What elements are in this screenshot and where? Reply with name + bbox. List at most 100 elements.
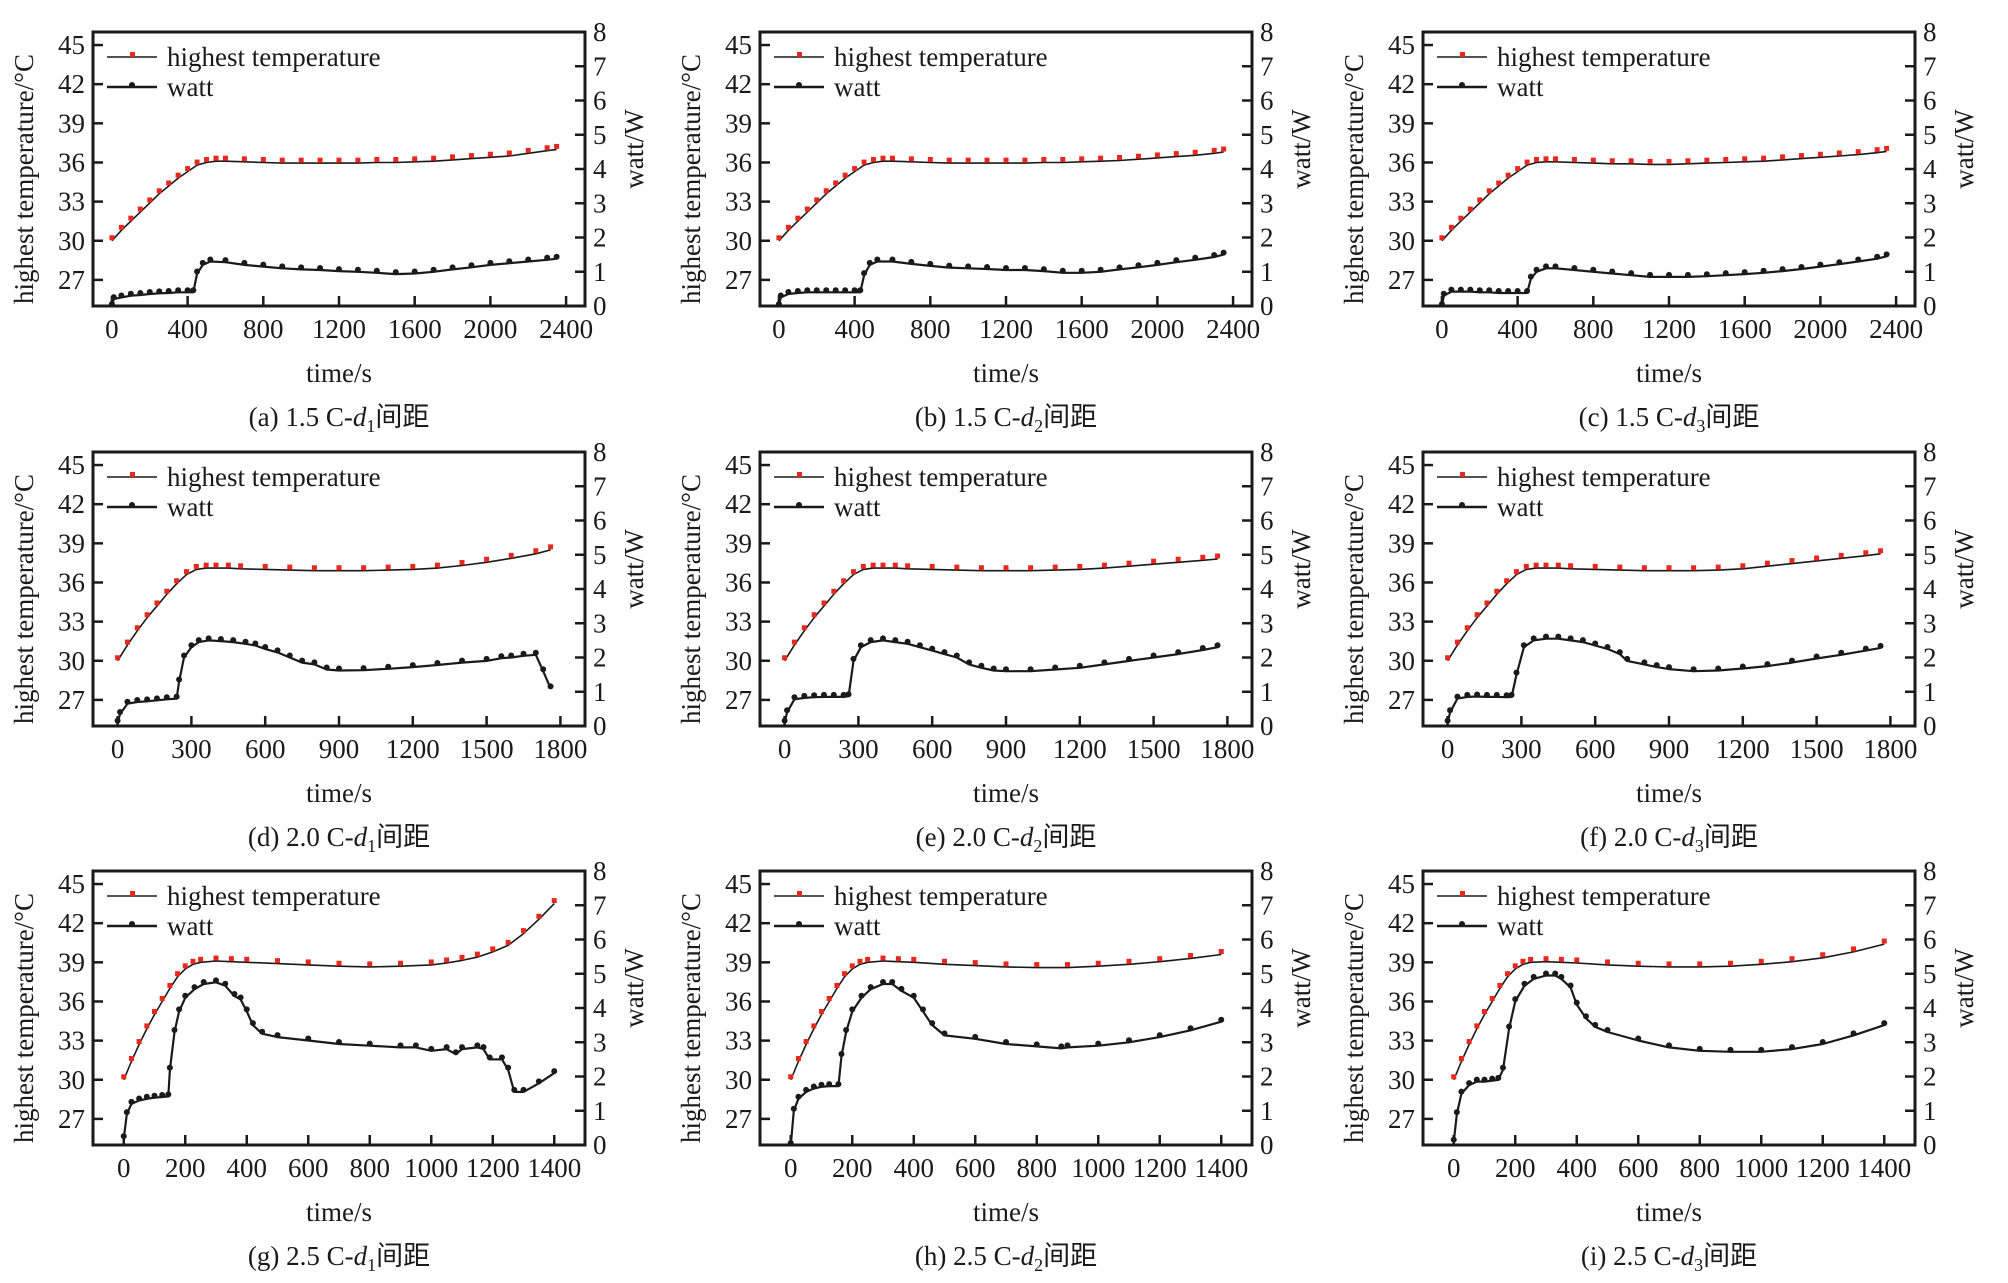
y-left-tick-label: 33 (1388, 187, 1415, 217)
caption-subscript: 1 (366, 416, 375, 436)
y-left-tick-label: 42 (58, 489, 85, 519)
temperature-point (1836, 150, 1842, 156)
temperature-point (1448, 224, 1454, 230)
legend-label-watt: watt (167, 492, 214, 522)
watt-point (1440, 290, 1447, 297)
caption-subscript: 3 (1694, 1255, 1703, 1275)
y-left-axis-title: highest temperature/°C (1339, 474, 1369, 724)
watt-point (1095, 1040, 1102, 1047)
watt-point (892, 637, 899, 644)
watt-point (127, 290, 134, 297)
x-axis-title: time/s (973, 358, 1039, 388)
watt-point (449, 264, 456, 271)
watt-point (1027, 666, 1034, 673)
y-left-tick-label: 36 (58, 567, 85, 597)
x-tick-label: 600 (1618, 1153, 1659, 1183)
temperature-point (1474, 612, 1480, 618)
temperature-point (954, 564, 960, 570)
legend-temperature-marker (797, 52, 802, 57)
watt-point (505, 1064, 512, 1071)
watt-point (843, 1026, 850, 1033)
y-right-tick-label: 5 (1923, 540, 1937, 570)
temperature-point (1098, 155, 1104, 161)
temperature-point (115, 655, 121, 661)
x-tick-label: 1400 (527, 1153, 581, 1183)
temperature-point (444, 957, 450, 963)
temperature-point (551, 898, 557, 904)
y-left-tick-label: 33 (1388, 1026, 1415, 1056)
watt-point (990, 665, 997, 672)
y-right-tick-label: 5 (593, 540, 607, 570)
watt-point (826, 1081, 833, 1088)
watt-point (1635, 1035, 1642, 1042)
temperature-point (262, 563, 268, 569)
y-left-tick-label: 36 (58, 986, 85, 1016)
temperature-point (1666, 961, 1672, 967)
watt-point (1175, 649, 1182, 656)
temperature-point (1609, 158, 1615, 164)
watt-point (820, 691, 827, 698)
watt-point (795, 1093, 802, 1100)
watt-point (163, 694, 170, 701)
y-right-tick-label: 4 (1260, 993, 1274, 1023)
y-right-tick-label: 4 (593, 154, 607, 184)
temperature-point (193, 563, 199, 569)
y-left-tick-label: 39 (58, 108, 85, 138)
y-right-tick-label: 8 (1923, 856, 1937, 886)
y-left-tick-label: 42 (58, 69, 85, 99)
watt-point (1040, 266, 1047, 273)
watt-point (874, 256, 881, 263)
temperature-point (128, 1055, 134, 1061)
temperature-line (790, 953, 1222, 1081)
watt-point (1881, 1020, 1888, 1027)
y-right-tick-label: 5 (1260, 120, 1274, 150)
temperature-point (1780, 154, 1786, 160)
watt-point (835, 1081, 842, 1088)
legend-label-watt: watt (834, 911, 881, 941)
temperature-point (225, 562, 231, 568)
temperature-point (1820, 952, 1826, 958)
y-left-tick-label: 45 (725, 869, 752, 899)
temperature-point (174, 578, 180, 584)
y-right-tick-label: 7 (1923, 890, 1937, 920)
watt-point (858, 992, 865, 999)
watt-point (532, 649, 539, 656)
watt-point (1508, 691, 1515, 698)
y-right-tick-label: 1 (593, 257, 607, 287)
x-tick-label: 1000 (1734, 1153, 1788, 1183)
watt-point (1003, 666, 1009, 673)
watt-point (1527, 273, 1534, 280)
legend-label-temperature: highest temperature (167, 881, 381, 911)
watt-point (1521, 980, 1528, 987)
y-left-tick-label: 42 (725, 908, 752, 938)
watt-point (1483, 691, 1490, 698)
temperature-point (1458, 215, 1464, 221)
temperature-point (548, 544, 554, 550)
watt-point (498, 1054, 505, 1061)
watt-point (323, 664, 330, 671)
y-right-tick-label: 6 (1260, 925, 1274, 955)
watt-point (123, 1109, 130, 1116)
watt-point (114, 717, 121, 724)
legend-watt-marker (129, 82, 135, 88)
x-tick-label: 1200 (1796, 1153, 1850, 1183)
x-tick-label: 600 (1575, 734, 1616, 764)
x-tick-label: 900 (319, 734, 360, 764)
watt-point (898, 985, 905, 992)
temperature-point (1451, 1074, 1457, 1080)
watt-point (199, 259, 206, 266)
temperature-point (911, 956, 917, 962)
temperature-point (1552, 156, 1558, 162)
watt-point (1543, 970, 1549, 977)
y-right-tick-label: 8 (593, 17, 607, 47)
temperature-point (785, 224, 791, 230)
watt-point (1855, 256, 1862, 263)
watt-point (1453, 1109, 1460, 1116)
watt-point (182, 992, 189, 999)
y-left-tick-label: 30 (58, 646, 85, 676)
temperature-point (880, 155, 886, 161)
temperature-point (804, 206, 810, 212)
watt-point (1187, 1025, 1194, 1032)
temperature-point (801, 625, 807, 631)
temperature-point (521, 928, 526, 934)
